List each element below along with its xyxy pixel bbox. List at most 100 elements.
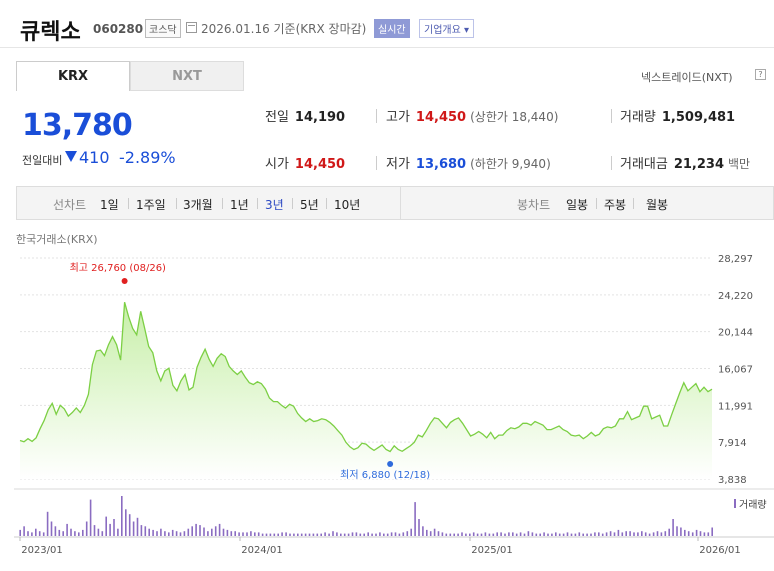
volume-bar <box>379 532 381 536</box>
stat-high: 고가 14,450 (상한가 18,440) <box>386 106 558 125</box>
volume-bar <box>199 525 201 536</box>
volume-bar <box>312 533 315 536</box>
volume-bar <box>58 529 61 536</box>
volume-value: 1,509,481 <box>661 110 736 125</box>
divider <box>376 156 377 170</box>
candle-daily[interactable]: 일봉 <box>566 198 589 212</box>
volume-bar <box>414 502 416 536</box>
min-label: 최저 6,880 (12/18) <box>340 469 430 481</box>
period-1y[interactable]: 1년 <box>230 198 249 212</box>
volume-bar <box>633 532 635 536</box>
volume-bar <box>641 531 643 536</box>
volume-bar <box>293 533 295 536</box>
volume-bar <box>343 533 346 536</box>
divider <box>633 198 634 209</box>
volume-bar <box>97 528 100 536</box>
volume-label: 거래량 <box>620 110 656 125</box>
volume-bar <box>637 532 639 536</box>
y-tick-label: 28,297 <box>718 254 753 265</box>
volume-bar <box>449 533 452 536</box>
period-1w[interactable]: 1주일 <box>136 198 166 212</box>
volume-bar <box>351 532 354 536</box>
divider <box>611 156 612 170</box>
volume-bar <box>426 529 428 536</box>
volume-bar <box>207 531 209 536</box>
volume-bar <box>340 533 342 536</box>
tab-nxt[interactable]: NXT <box>130 61 244 91</box>
period-10y[interactable]: 10년 <box>334 198 361 212</box>
candle-weekly[interactable]: 주봉 <box>604 198 627 212</box>
volume-bar <box>105 516 107 536</box>
volume-bar <box>140 525 143 536</box>
volume-bar <box>27 531 29 536</box>
help-icon[interactable]: ? <box>755 69 766 80</box>
volume-bar <box>508 532 510 536</box>
nextrade-link[interactable]: 넥스트레이드(NXT) <box>641 71 733 84</box>
volume-bar <box>664 531 667 536</box>
period-3y[interactable]: 3년 <box>265 198 284 212</box>
y-tick-label: 20,144 <box>718 328 753 339</box>
volume-bar <box>558 533 561 536</box>
volume-bar <box>613 532 616 536</box>
company-overview-dropdown[interactable]: 기업개요 ▾ <box>419 19 474 38</box>
stat-amount: 거래대금 21,234 백만 <box>620 153 750 172</box>
volume-bar <box>574 533 577 536</box>
volume-bar <box>586 533 588 536</box>
change-percent: -2.89% <box>119 148 176 167</box>
volume-bar <box>324 532 326 536</box>
volume-bar <box>308 533 311 536</box>
volume-bar <box>336 532 338 536</box>
volume-bar <box>136 517 139 536</box>
volume-bar <box>453 533 455 536</box>
volume-bar <box>19 529 21 536</box>
volume-bar <box>515 533 518 536</box>
volume-bar <box>70 528 72 536</box>
volume-bar <box>128 514 131 536</box>
volume-bar <box>66 523 68 536</box>
volume-bar <box>171 529 174 536</box>
volume-bar <box>492 533 495 536</box>
company-name[interactable]: 큐렉소 <box>20 20 81 45</box>
candle-monthly[interactable]: 월봉 <box>646 198 669 212</box>
volume-bar <box>472 532 475 536</box>
volume-bar <box>265 533 268 536</box>
volume-bar <box>179 532 182 536</box>
volume-bar <box>429 531 432 536</box>
volume-bar <box>644 532 647 536</box>
volume-bar <box>691 532 694 536</box>
volume-bar <box>699 531 702 536</box>
volume-bar <box>230 531 233 536</box>
volume-bar <box>707 532 710 536</box>
period-1d[interactable]: 1일 <box>100 198 119 212</box>
volume-bar <box>484 532 487 536</box>
realtime-button[interactable]: 실시간 <box>374 19 410 38</box>
volume-bar <box>551 533 553 536</box>
volume-bar <box>598 532 600 536</box>
volume-bar <box>398 533 401 536</box>
period-5y[interactable]: 5년 <box>300 198 319 212</box>
volume-bar <box>42 532 45 536</box>
volume-bar <box>605 532 608 536</box>
volume-bar <box>203 527 205 536</box>
volume-bar <box>125 509 127 536</box>
stat-low: 저가 13,680 (하한가 9,940) <box>386 153 551 172</box>
max-point <box>121 278 128 284</box>
market-badge: 코스닥 <box>145 19 181 38</box>
tab-krx[interactable]: KRX <box>16 61 130 91</box>
price-chart[interactable]: 28,297 24,220 20,144 16,067 11,991 7,914 3,838… <box>0 248 774 571</box>
volume-bar <box>226 529 229 536</box>
volume-bar <box>261 533 264 536</box>
divider <box>292 198 293 209</box>
volume-bar <box>214 526 217 536</box>
volume-bar <box>676 526 678 536</box>
volume-bar <box>695 529 698 536</box>
volume-bar <box>183 531 186 536</box>
volume-bar <box>703 532 706 536</box>
volume-bar <box>660 532 663 536</box>
period-3m[interactable]: 3개월 <box>183 198 213 212</box>
volume-bar <box>46 511 49 536</box>
stat-open: 시가 14,450 <box>265 153 345 172</box>
volume-bar <box>512 532 514 536</box>
volume-bar <box>687 531 690 536</box>
x-tick-label: 2023/01 <box>21 545 63 556</box>
